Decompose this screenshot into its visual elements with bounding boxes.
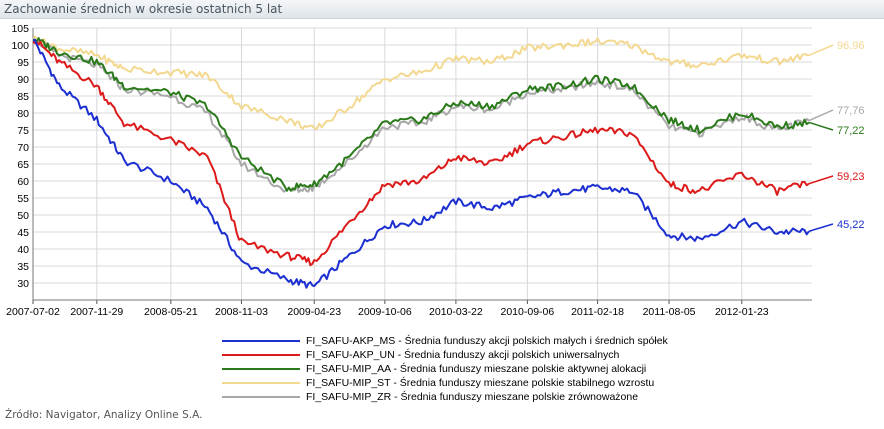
end-label-leader [808,175,834,185]
x-tick-label: 2008-05-21 [144,306,198,318]
y-tick-label: 95 [17,57,29,69]
legend-item: FI_SAFU-MIP_ZR - Średnia funduszy miesza… [222,390,692,404]
legend-swatch [222,382,300,384]
y-tick-label: 55 [17,193,29,205]
legend-item: FI_SAFU-AKP_MS - Średnia funduszy akcji … [222,334,692,348]
x-tick-label: 2012-01-23 [715,306,769,318]
end-value-label: 77,22 [837,125,865,137]
series-lines [32,35,810,289]
y-tick-label: 80 [17,108,29,120]
legend-label: FI_SAFU-MIP_AA - Średnia funduszy miesza… [306,363,647,375]
legend-item: FI_SAFU-MIP_ST - Średnia funduszy miesza… [222,376,692,390]
x-tick-label: 2009-10-06 [358,306,412,318]
end-value-label: 96,96 [837,40,865,52]
y-tick-label: 90 [17,74,29,86]
axes: 30 35 40 45 50 55 60 65 70 75 80 85 90 95 100 105 2007-0… [6,23,812,318]
chart-header: Zachowanie średnich w okresie ostatnich … [0,0,884,19]
x-tick-label: 2011-08-05 [643,306,696,318]
y-tick-label: 75 [17,125,29,137]
end-label-leader [808,44,834,57]
y-tick-label: 45 [17,227,29,239]
x-tick-label: 2007-11-29 [70,306,123,318]
x-tick-label: 2008-11-03 [215,306,268,318]
series-line [32,40,810,267]
y-tick-label: 85 [17,91,29,103]
x-tick-label: 2011-02-18 [571,306,624,318]
series-line [32,38,810,289]
grid [32,27,812,300]
end-label-leader [808,223,834,232]
end-value-label: 59,23 [837,171,865,183]
legend-label: FI_SAFU-MIP_ST - Średnia funduszy miesza… [306,377,655,389]
y-tick-label: 40 [17,244,29,256]
y-tick-label: 70 [17,142,29,154]
legend-item: FI_SAFU-AKP_UN - Średnia funduszy akcji … [222,348,692,362]
series-line [32,38,810,193]
y-tick-label: 65 [17,159,29,171]
end-value-label: 77,76 [837,105,865,117]
legend-item: FI_SAFU-MIP_AA - Średnia funduszy miesza… [222,362,692,376]
y-tick-label: 60 [17,176,29,188]
legend-swatch [222,354,300,356]
series-line [32,37,810,192]
end-label-leader [808,109,834,122]
x-tick-label: 2007-07-02 [6,306,60,318]
legend: FI_SAFU-AKP_MS - Średnia funduszy akcji … [222,334,692,404]
legend-label: FI_SAFU-AKP_MS - Średnia funduszy akcji … [306,335,668,347]
legend-label: FI_SAFU-AKP_UN - Średnia funduszy akcji … [306,349,620,361]
y-tick-label: 30 [17,278,29,290]
y-tick-label: 35 [17,261,29,273]
legend-swatch [222,340,300,342]
x-tick-label: 2009-04-23 [287,306,341,318]
legend-swatch [222,396,300,398]
x-tick-label: 2010-09-06 [501,306,555,318]
series-line [32,35,810,131]
y-tick-label: 50 [17,210,29,222]
legend-label: FI_SAFU-MIP_ZR - Średnia funduszy miesza… [306,391,639,403]
y-tick-label: 100 [11,40,29,52]
source-note: Źródło: Navigator, Analizy Online S.A. [5,409,203,421]
legend-swatch [222,368,300,370]
end-label-leader [808,121,834,131]
end-value-label: 45,22 [837,219,865,231]
y-tick-label: 105 [11,23,29,35]
end-labels: 96,96 77,76 77,22 59,23 45,22 [808,40,865,232]
chart-title: Zachowanie średnich w okresie ostatnich … [4,2,283,16]
x-tick-label: 2010-03-22 [429,306,483,318]
